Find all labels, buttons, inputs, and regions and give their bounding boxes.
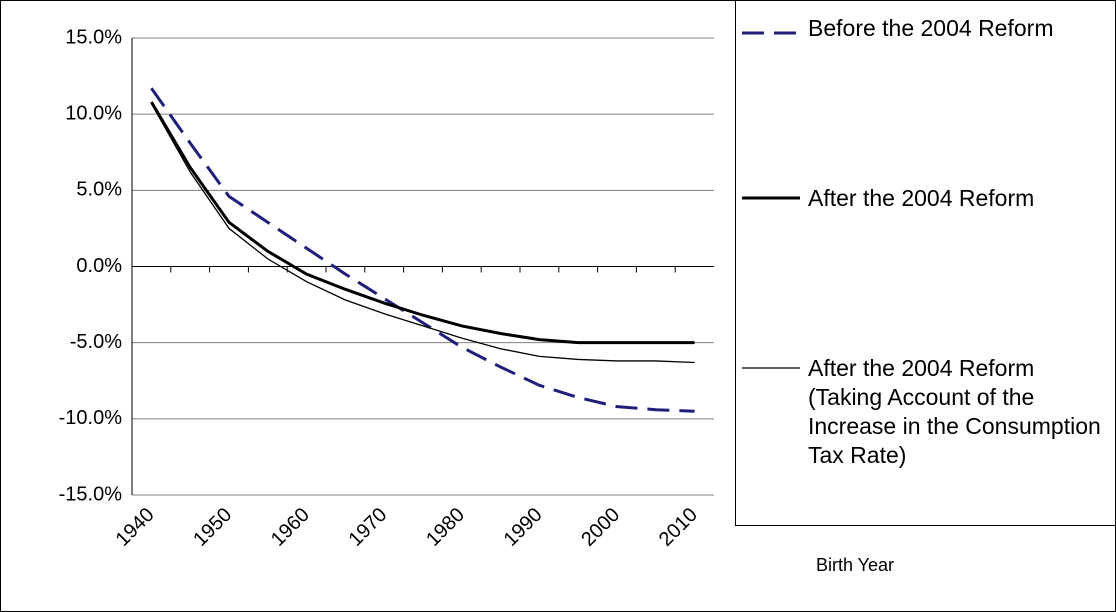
x-axis-title: Birth Year (816, 555, 894, 575)
x-tick-label: 2000 (577, 504, 624, 551)
x-tick-label: 1950 (189, 504, 236, 551)
x-tick-label: 1960 (267, 504, 314, 551)
series-line (150, 103, 695, 364)
y-tick-label: -10.0% (59, 407, 123, 429)
x-tick-label: 1940 (112, 504, 159, 551)
y-tick-label: 0.0% (76, 255, 122, 277)
y-tick-label: -15.0% (59, 483, 123, 505)
series-line (150, 87, 695, 413)
legend-label: Before the 2004 Reform (808, 15, 1054, 41)
legend-label: After the 2004 Reform (Taking Account of… (808, 355, 1101, 468)
y-tick-label: 10.0% (65, 102, 122, 124)
x-tick-label: 2010 (655, 504, 702, 551)
legend-label: After the 2004 Reform (808, 185, 1035, 211)
y-tick-label: 15.0% (65, 26, 122, 48)
x-tick-label: 1970 (344, 504, 391, 551)
series-line (150, 101, 695, 345)
x-tick-label: 1990 (500, 504, 547, 551)
y-tick-label: 5.0% (76, 179, 122, 201)
x-tick-label: 1980 (422, 504, 469, 551)
y-tick-label: -5.0% (70, 331, 122, 353)
